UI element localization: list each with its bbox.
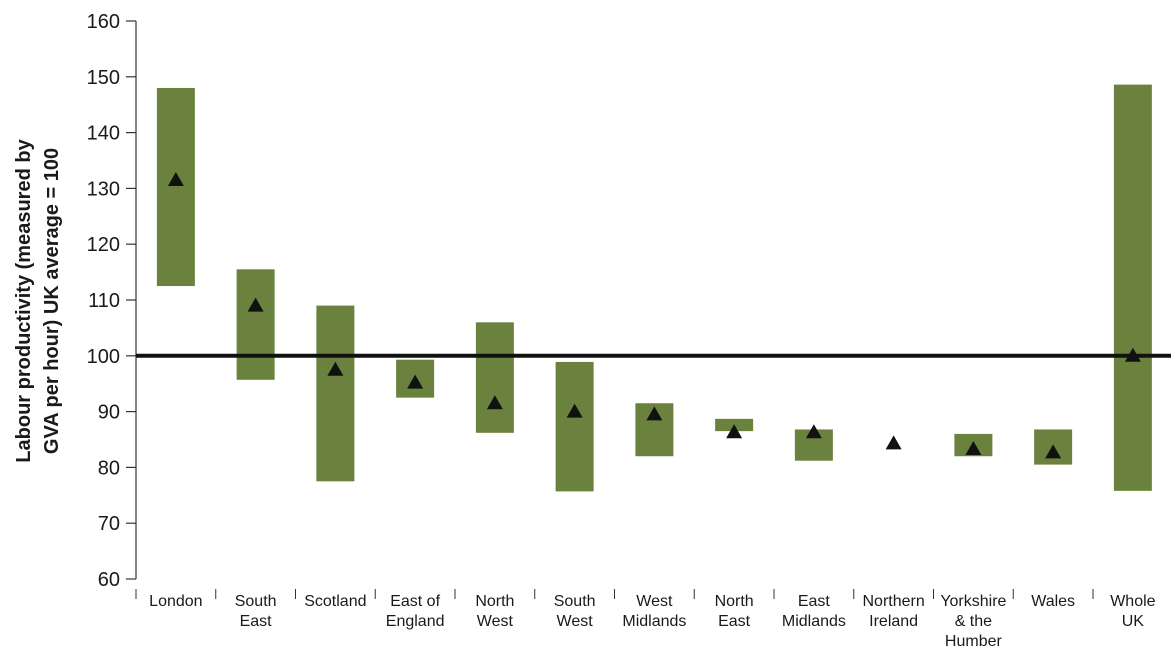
y-tick-label: 70	[98, 513, 120, 535]
y-tick-label: 100	[87, 346, 120, 368]
triangle-marker	[805, 424, 822, 439]
triangle-marker	[965, 440, 982, 455]
y-tick-label: 120	[87, 234, 120, 256]
category-label: East	[718, 613, 751, 630]
triangle-marker	[167, 172, 184, 187]
range-bar	[316, 305, 355, 482]
triangle-marker	[566, 403, 583, 418]
category-label: Ireland	[869, 613, 918, 630]
triangle-marker	[486, 395, 503, 410]
range-bar	[1113, 84, 1152, 491]
y-tick-label: 160	[87, 11, 120, 33]
category-label: Midlands	[782, 613, 846, 630]
category-label: UK	[1122, 613, 1145, 630]
range-bar	[236, 269, 275, 380]
category-label: East	[240, 613, 273, 630]
y-tick-label: 90	[98, 402, 120, 424]
triangle-marker	[885, 435, 902, 450]
triangle-marker	[1045, 444, 1062, 459]
y-tick-label: 60	[98, 569, 120, 591]
triangle-marker	[726, 424, 743, 439]
category-label: Wales	[1031, 593, 1075, 610]
category-label: Humber	[945, 633, 1003, 650]
triangle-marker	[247, 297, 264, 312]
y-tick-label: 130	[87, 178, 120, 200]
triangle-marker	[646, 406, 663, 421]
y-axis-title-line: GVA per hour) UK average = 100	[41, 148, 63, 454]
category-label: Midlands	[622, 613, 686, 630]
triangle-marker	[1124, 347, 1141, 362]
y-axis-title-line: Labour productivity (measured by	[13, 138, 35, 462]
category-label: West	[557, 613, 594, 630]
category-label: Northern	[863, 593, 925, 610]
category-label: Scotland	[304, 593, 366, 610]
category-label: Yorkshire	[940, 593, 1006, 610]
category-label: South	[235, 593, 277, 610]
triangle-marker	[327, 361, 344, 376]
category-label: East of	[390, 593, 440, 610]
category-label: South	[554, 593, 596, 610]
category-label: West	[636, 593, 673, 610]
category-label: North	[715, 593, 754, 610]
category-label: England	[386, 613, 445, 630]
category-label: West	[477, 613, 514, 630]
triangle-marker	[407, 374, 424, 389]
y-tick-label: 150	[87, 67, 120, 89]
range-bar	[156, 87, 195, 287]
category-label: Whole	[1110, 593, 1155, 610]
category-label: East	[798, 593, 831, 610]
y-tick-label: 80	[98, 457, 120, 479]
range-bar	[555, 361, 594, 492]
category-label: London	[149, 593, 202, 610]
category-label: & the	[955, 613, 992, 630]
range-bar	[475, 322, 514, 433]
y-tick-label: 110	[88, 290, 120, 312]
category-label: North	[475, 593, 514, 610]
y-tick-label: 140	[87, 123, 120, 145]
